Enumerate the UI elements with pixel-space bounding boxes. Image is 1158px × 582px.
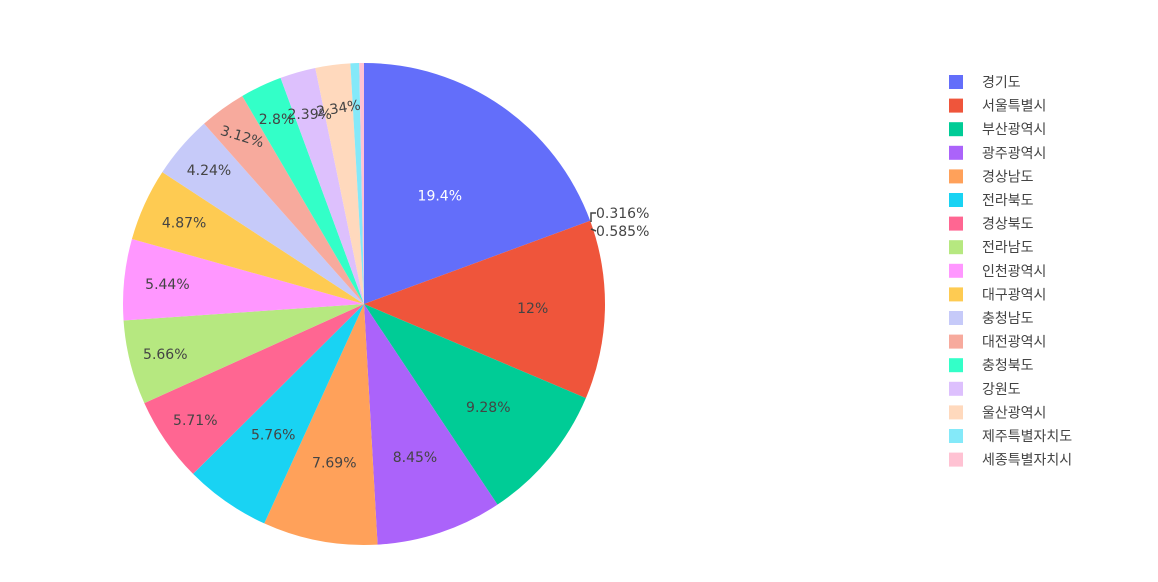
leader-line-16: [590, 228, 597, 232]
legend-label: 전라북도: [982, 193, 1034, 209]
slice-label-5: 7.69%: [312, 456, 356, 472]
pie-slice-6[interactable]: [193, 304, 364, 524]
slice-label-10: 4.87%: [162, 215, 206, 231]
legend-swatch: [949, 358, 963, 373]
slice-label-2: 12%: [517, 301, 548, 317]
pie-slice-16[interactable]: [350, 63, 364, 304]
legend-label: 울산광역시: [982, 405, 1046, 421]
legend-swatch: [949, 287, 963, 302]
pie-slice-12[interactable]: [204, 96, 364, 304]
pie-slice-5[interactable]: [264, 304, 378, 546]
legend-swatch: [949, 122, 963, 137]
pie-slice-4[interactable]: [364, 304, 498, 545]
legend-swatch: [949, 429, 963, 443]
slice-labels: 19.4% 12% 9.28% 8.45% 7.69% 5.76% 5.71% 5.66% 5.…: [143, 98, 649, 472]
pie-slices: [122, 63, 605, 546]
legend-item-7[interactable]: 경상북도: [949, 216, 1034, 233]
pie-slice-8[interactable]: [123, 304, 364, 404]
legend-swatch: [949, 381, 963, 396]
legend-label: 서울특별시: [982, 99, 1046, 115]
slice-label-9: 5.44%: [145, 277, 189, 293]
pie-slice-13[interactable]: [242, 77, 364, 304]
legend-item-8[interactable]: 전라남도: [949, 240, 1034, 256]
legend-swatch: [949, 193, 963, 207]
legend[interactable]: 경기도서울특별시부산광역시광주광역시경상남도전라북도경상북도전라남도인천광역시대…: [949, 75, 1072, 469]
legend-item-10[interactable]: 대구광역시: [949, 287, 1046, 303]
legend-item-5[interactable]: 경상남도: [949, 169, 1034, 185]
pie-slice-14[interactable]: [280, 67, 364, 304]
slice-label-7: 5.71%: [173, 413, 217, 429]
legend-swatch: [949, 216, 963, 231]
pie-slice-11[interactable]: [162, 123, 364, 305]
slice-label-4: 8.45%: [393, 450, 437, 466]
legend-item-4[interactable]: 광주광역시: [949, 145, 1046, 162]
slice-label-1: 19.4%: [418, 188, 462, 204]
legend-item-3[interactable]: 부산광역시: [949, 122, 1046, 138]
slice-label-16: 0.585%: [596, 224, 649, 240]
legend-item-2[interactable]: 서울특별시: [949, 98, 1046, 115]
leader-line-17: [590, 212, 596, 222]
legend-swatch: [949, 452, 963, 467]
legend-swatch: [949, 263, 963, 278]
legend-label: 광주광역시: [982, 146, 1046, 162]
legend-swatch: [949, 405, 963, 420]
slice-label-11: 4.24%: [187, 163, 231, 179]
slice-label-14: 2.39%: [287, 107, 331, 123]
legend-swatch: [949, 240, 963, 255]
legend-label: 대구광역시: [982, 287, 1046, 303]
slice-label-17: 0.316%: [596, 206, 649, 222]
legend-item-13[interactable]: 충청북도: [949, 358, 1034, 374]
legend-item-16[interactable]: 제주특별자치도: [949, 429, 1072, 445]
legend-label: 충청남도: [982, 311, 1034, 327]
legend-item-1[interactable]: 경기도: [949, 75, 1021, 91]
legend-swatch: [949, 98, 963, 113]
legend-label: 경기도: [982, 75, 1021, 91]
legend-label: 경상남도: [982, 169, 1034, 185]
legend-label: 부산광역시: [982, 122, 1046, 138]
pie-slice-7[interactable]: [144, 304, 364, 474]
legend-label: 강원도: [982, 382, 1021, 398]
pie-slice-10[interactable]: [131, 172, 364, 304]
legend-swatch: [949, 169, 963, 184]
pie-slice-15[interactable]: [315, 63, 364, 304]
legend-item-14[interactable]: 강원도: [949, 381, 1021, 398]
legend-item-17[interactable]: 세종특별자치시: [949, 452, 1072, 469]
pie-slice-2[interactable]: [364, 220, 605, 399]
legend-label: 인천광역시: [982, 264, 1046, 280]
slice-label-15: 2.34%: [315, 98, 361, 121]
legend-label: 충청북도: [982, 358, 1034, 374]
legend-item-12[interactable]: 대전광역시: [949, 334, 1046, 351]
legend-label: 제주특별자치도: [982, 429, 1072, 445]
pie-slice-3[interactable]: [364, 304, 586, 505]
legend-item-15[interactable]: 울산광역시: [949, 405, 1046, 421]
legend-label: 전라남도: [982, 240, 1034, 256]
legend-label: 세종특별자치시: [982, 453, 1072, 469]
legend-swatch: [949, 75, 963, 89]
legend-item-6[interactable]: 전라북도: [949, 193, 1034, 209]
slice-label-8: 5.66%: [143, 347, 187, 363]
legend-item-9[interactable]: 인천광역시: [949, 263, 1046, 280]
pie-slice-1[interactable]: [364, 63, 591, 304]
legend-label: 경상북도: [982, 217, 1034, 233]
slice-label-13: 2.8%: [259, 112, 295, 128]
legend-swatch: [949, 145, 963, 160]
legend-swatch: [949, 334, 963, 349]
legend-item-11[interactable]: 충청남도: [949, 311, 1034, 327]
legend-swatch: [949, 311, 963, 325]
pie-slice-17[interactable]: [359, 63, 364, 304]
legend-label: 대전광역시: [982, 335, 1046, 351]
pie-slice-9[interactable]: [122, 238, 364, 321]
slice-label-3: 9.28%: [466, 400, 510, 416]
slice-label-6: 5.76%: [251, 428, 295, 444]
